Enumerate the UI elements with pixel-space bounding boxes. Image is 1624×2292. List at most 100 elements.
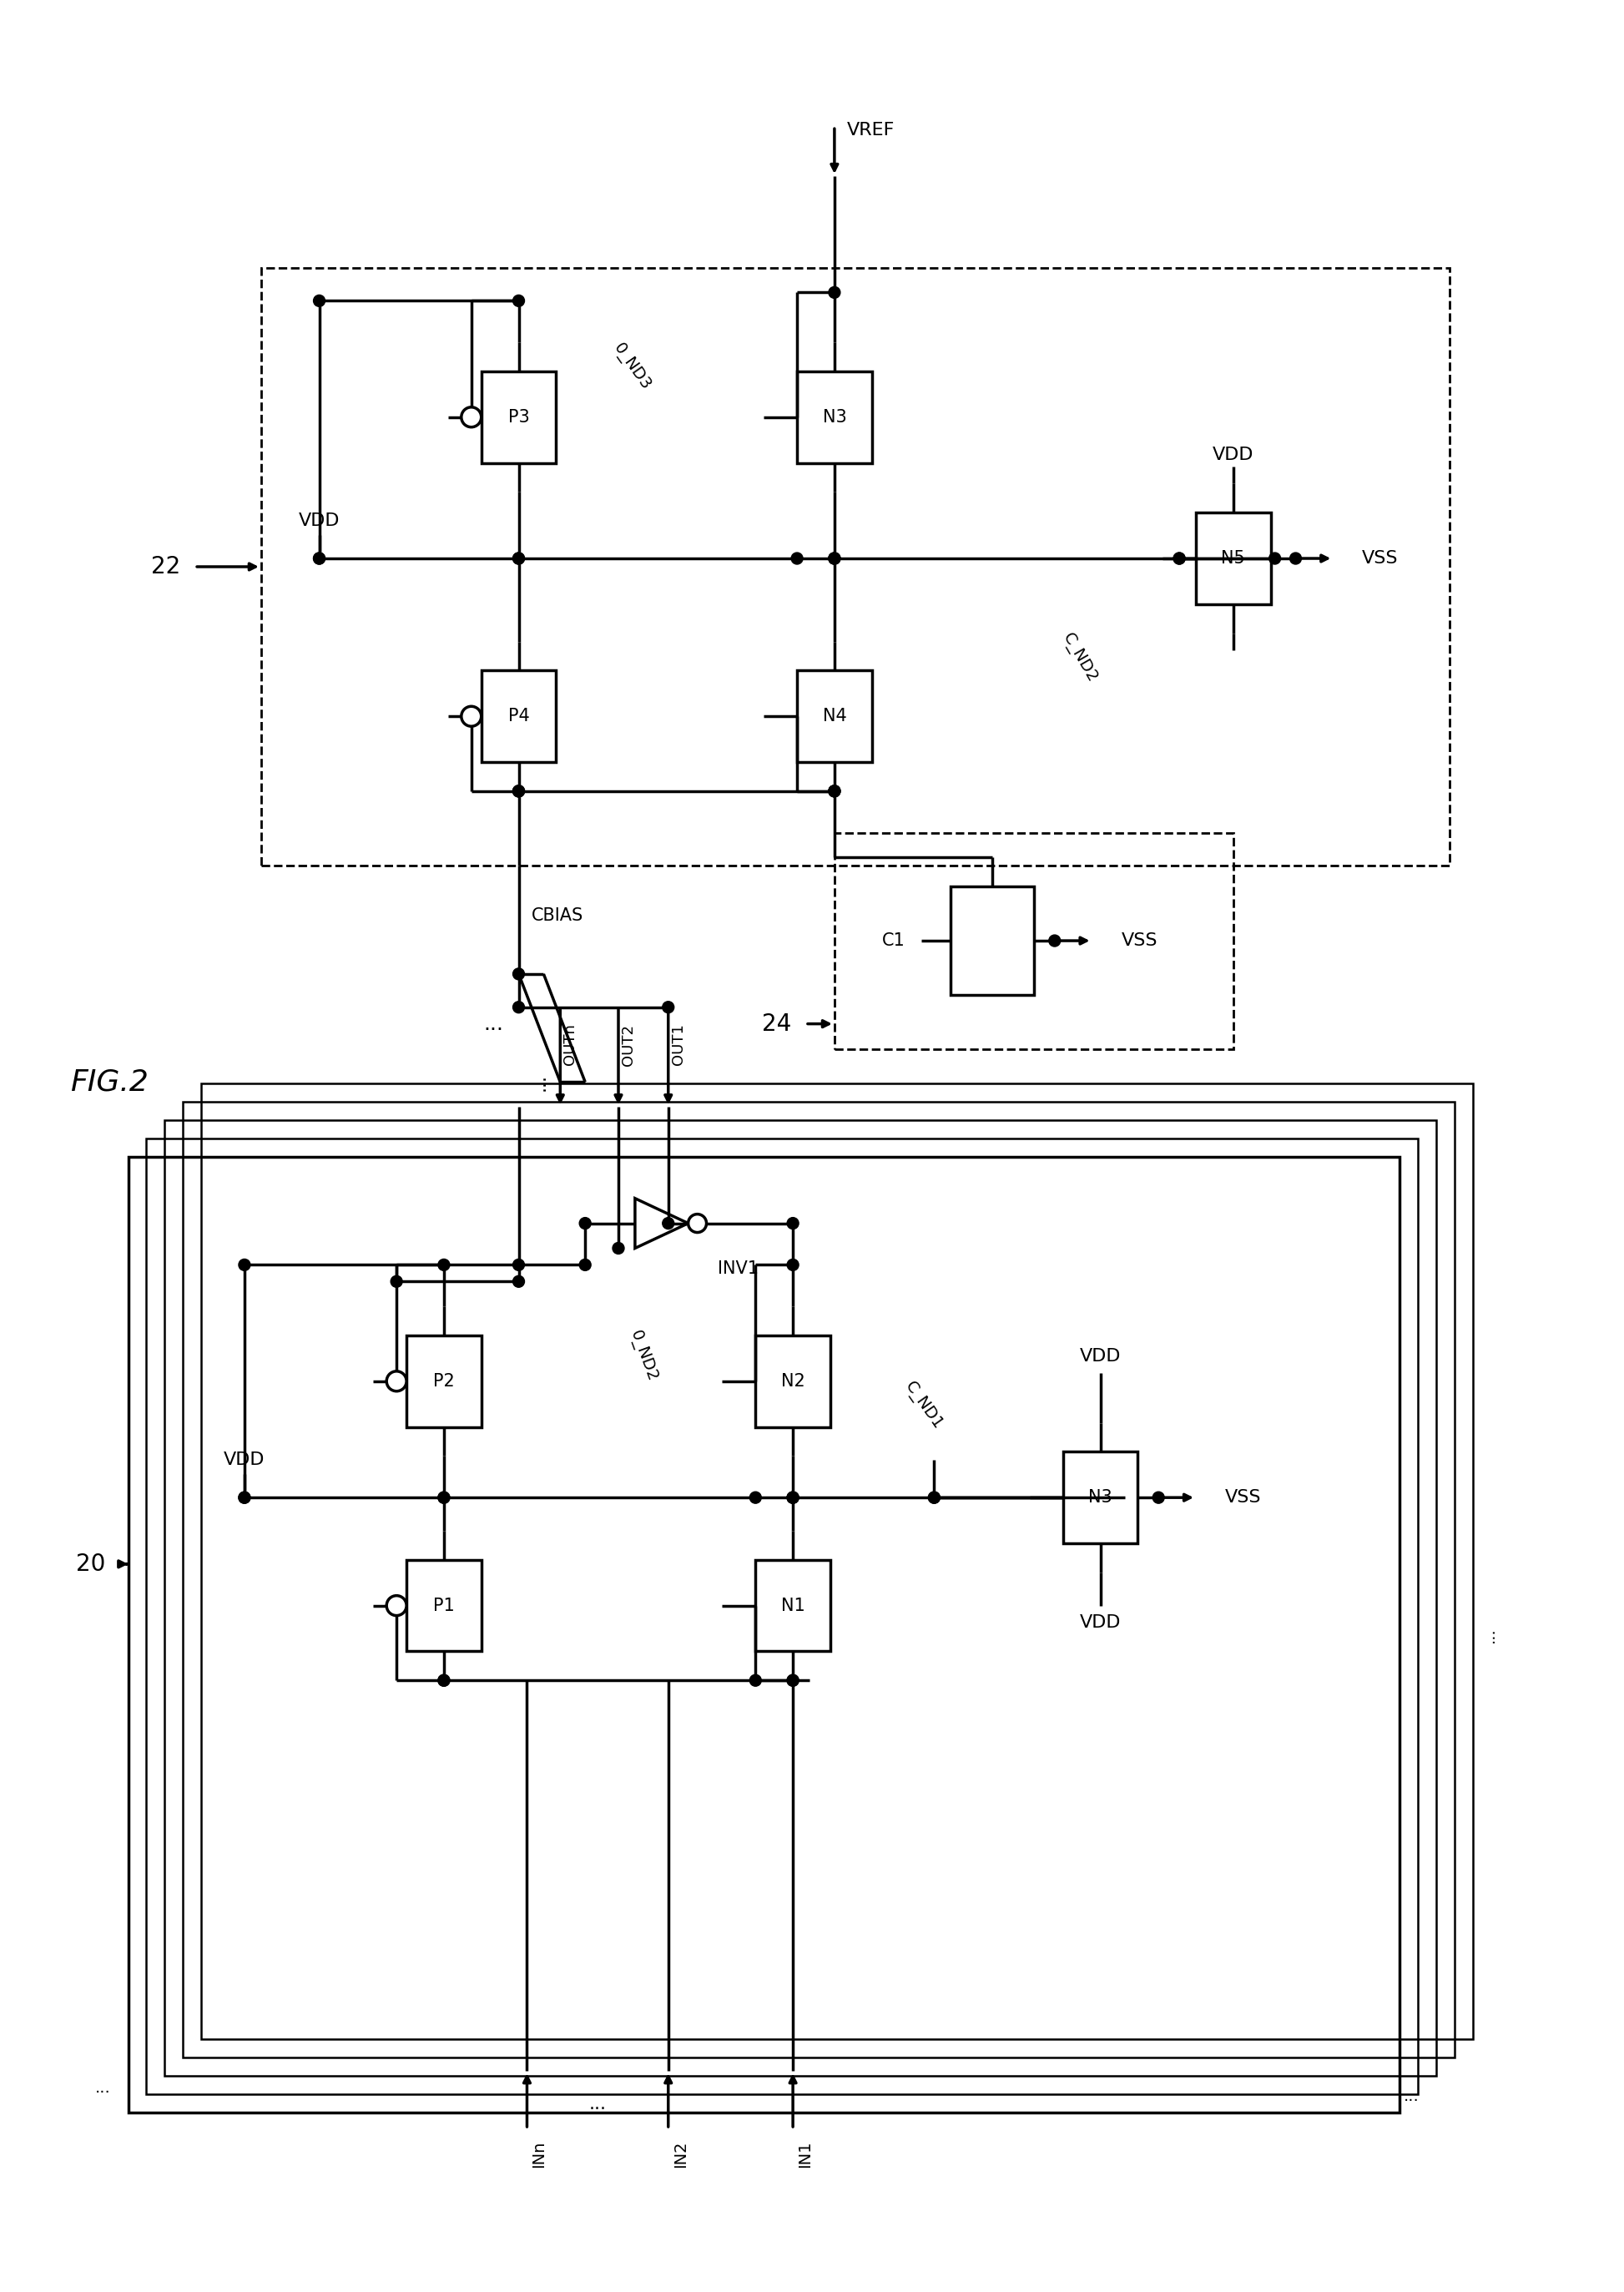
Bar	[835, 832, 1233, 1050]
Circle shape	[828, 286, 840, 298]
Text: 20: 20	[76, 1552, 106, 1575]
Circle shape	[239, 1492, 250, 1504]
Text: N3: N3	[822, 408, 846, 426]
Circle shape	[461, 408, 481, 426]
Text: INV1: INV1	[718, 1261, 758, 1277]
Text: N5: N5	[1221, 550, 1246, 566]
Circle shape	[663, 1002, 674, 1013]
Bar	[797, 371, 872, 463]
Circle shape	[788, 1675, 799, 1687]
Circle shape	[313, 552, 325, 564]
Circle shape	[828, 786, 840, 798]
Bar	[201, 1084, 1473, 2040]
Text: ...: ...	[484, 1013, 503, 1034]
Bar	[481, 672, 555, 761]
Circle shape	[750, 1492, 762, 1504]
Circle shape	[788, 1492, 799, 1504]
Circle shape	[438, 1675, 450, 1687]
Text: P2: P2	[434, 1373, 455, 1389]
Text: ...: ...	[1403, 2088, 1419, 2104]
Circle shape	[461, 706, 481, 727]
Text: 0_ND2: 0_ND2	[627, 1329, 659, 1384]
Text: 0_ND3: 0_ND3	[611, 342, 653, 394]
Circle shape	[387, 1371, 406, 1391]
Circle shape	[438, 1492, 450, 1504]
Text: ...: ...	[590, 2095, 606, 2113]
Text: FIG.2: FIG.2	[70, 1068, 148, 1096]
Circle shape	[438, 1675, 450, 1687]
Bar	[406, 1336, 481, 1428]
Text: VSS: VSS	[1363, 550, 1398, 566]
Circle shape	[791, 552, 802, 564]
Circle shape	[387, 1595, 406, 1616]
Circle shape	[828, 552, 840, 564]
Bar	[1064, 1451, 1138, 1543]
Circle shape	[750, 1675, 762, 1687]
Bar	[1195, 513, 1270, 605]
Circle shape	[513, 552, 525, 564]
Text: 22: 22	[151, 555, 180, 578]
Text: VDD: VDD	[1080, 1614, 1121, 1630]
Circle shape	[1289, 552, 1301, 564]
Text: N4: N4	[822, 708, 846, 724]
Circle shape	[438, 1492, 450, 1504]
Bar	[950, 887, 1034, 995]
Text: 24: 24	[762, 1013, 791, 1036]
Circle shape	[513, 786, 525, 798]
Text: INn: INn	[531, 2141, 547, 2168]
Text: OUTn: OUTn	[562, 1025, 578, 1066]
Bar	[755, 1561, 830, 1650]
Bar	[146, 1139, 1418, 2095]
Bar	[164, 1121, 1436, 2077]
Circle shape	[513, 552, 525, 564]
Bar	[755, 1336, 830, 1428]
Bar	[406, 1561, 481, 1650]
Circle shape	[828, 786, 840, 798]
Circle shape	[1049, 935, 1060, 947]
Circle shape	[239, 1258, 250, 1270]
Bar	[481, 371, 555, 463]
Circle shape	[828, 552, 840, 564]
Circle shape	[1174, 552, 1186, 564]
Circle shape	[391, 1277, 403, 1288]
Circle shape	[612, 1242, 624, 1254]
Circle shape	[689, 1215, 706, 1233]
Text: VREF: VREF	[846, 121, 895, 140]
Circle shape	[1174, 552, 1186, 564]
Circle shape	[313, 552, 325, 564]
Text: P3: P3	[508, 408, 529, 426]
Text: C_ND1: C_ND1	[901, 1380, 945, 1432]
Text: VDD: VDD	[299, 513, 339, 529]
Text: C1: C1	[882, 933, 905, 949]
Text: P4: P4	[508, 708, 529, 724]
Circle shape	[929, 1492, 940, 1504]
Circle shape	[1268, 552, 1281, 564]
Circle shape	[513, 296, 525, 307]
Text: N1: N1	[781, 1598, 806, 1614]
Text: VDD: VDD	[224, 1451, 265, 1469]
Circle shape	[788, 1217, 799, 1229]
Bar	[797, 672, 872, 761]
Text: C_ND2: C_ND2	[1059, 630, 1099, 685]
Text: ...: ...	[531, 1073, 547, 1091]
Text: IN1: IN1	[797, 2141, 814, 2168]
Text: ...: ...	[96, 2079, 110, 2095]
Circle shape	[513, 1258, 525, 1270]
Bar	[128, 1157, 1400, 2113]
Circle shape	[513, 1277, 525, 1288]
Text: VSS: VSS	[1121, 933, 1158, 949]
Text: N3: N3	[1088, 1490, 1112, 1506]
Circle shape	[513, 1002, 525, 1013]
Circle shape	[513, 786, 525, 798]
Text: VDD: VDD	[1213, 447, 1254, 463]
Circle shape	[513, 786, 525, 798]
Text: VSS: VSS	[1224, 1490, 1262, 1506]
Bar	[184, 1102, 1455, 2058]
Circle shape	[580, 1217, 591, 1229]
Text: ...: ...	[1481, 1627, 1497, 1643]
Text: OUT2: OUT2	[620, 1025, 637, 1066]
Circle shape	[929, 1492, 940, 1504]
Text: IN2: IN2	[672, 2141, 689, 2168]
Circle shape	[663, 1217, 674, 1229]
Circle shape	[580, 1258, 591, 1270]
